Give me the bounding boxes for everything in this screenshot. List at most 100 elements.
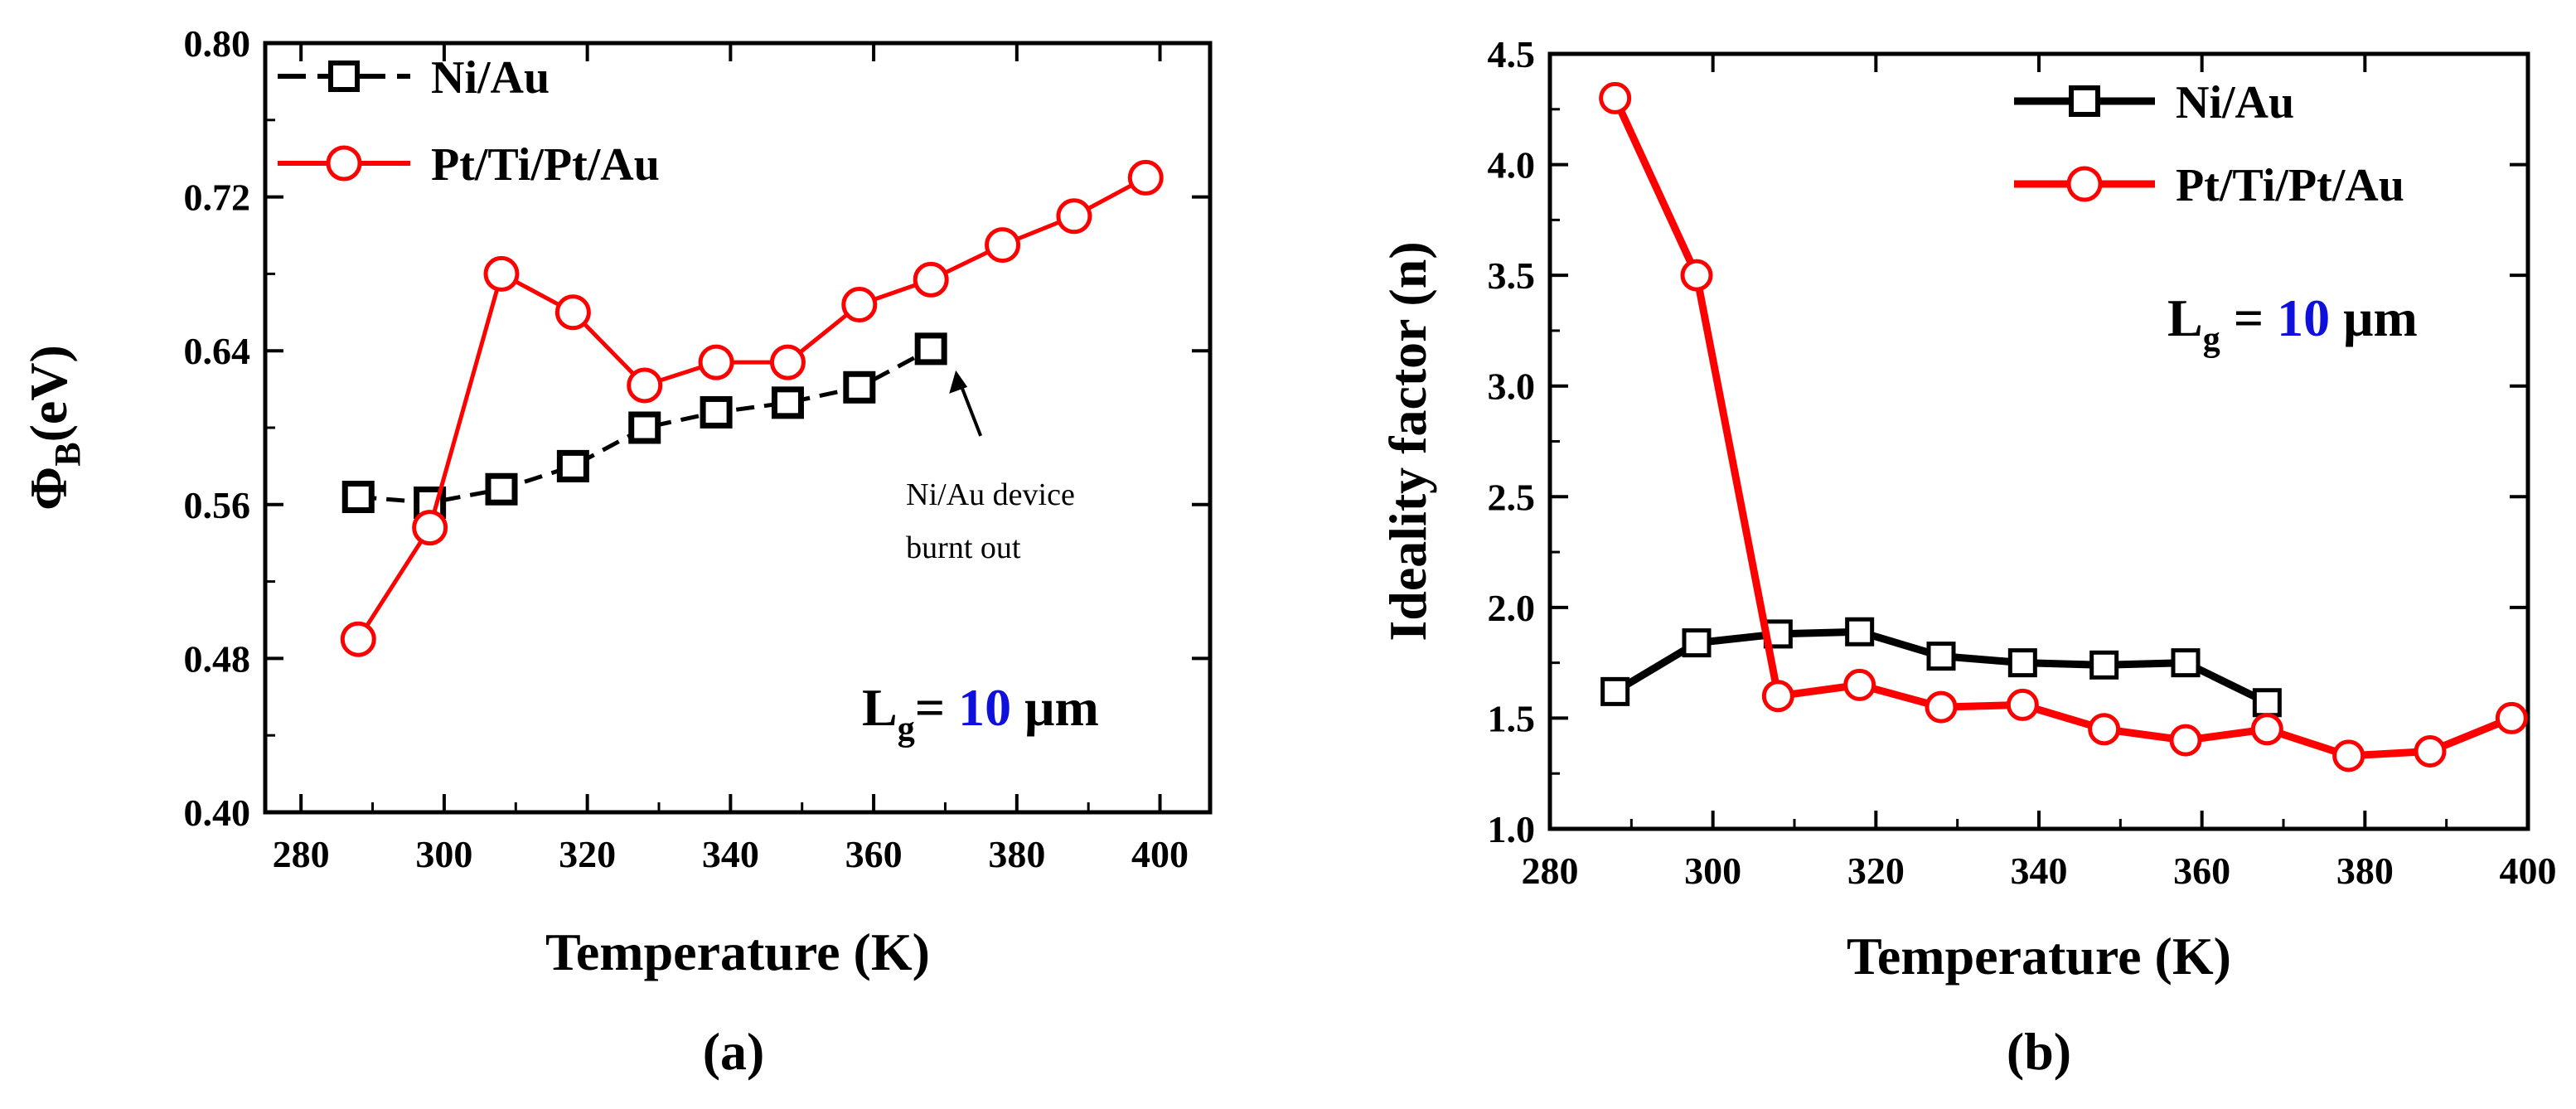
y-tick-label: 0.72 — [184, 177, 251, 219]
y-axis-title: Ideality factor (n) — [1378, 241, 1437, 641]
x-tick-label: 340 — [702, 833, 759, 875]
data-point-ni-au — [341, 481, 375, 514]
chart-a: 280 300 320 340 360 380 400 0.40 0.48 0.56 0.64 0.7… — [19, 22, 1213, 1081]
data-point-ni-au — [700, 395, 733, 429]
x-tick-label: 280 — [273, 833, 330, 875]
y-tick-label: 2.5 — [1488, 476, 1536, 518]
data-point-pt-ti-pt-au — [985, 227, 1021, 264]
data-point-pt-ti-pt-au — [698, 344, 734, 380]
legend-marker-square — [328, 61, 360, 92]
x-tick-label: 360 — [2173, 850, 2230, 892]
panel-label: (a) — [703, 1022, 765, 1081]
gate-label-subscript: g — [2203, 321, 2220, 359]
data-point-ni-au — [485, 472, 518, 506]
annotation-arrow-shaft — [957, 380, 983, 437]
data-point-ni-au — [771, 386, 804, 419]
data-point-ni-au — [1763, 619, 1793, 649]
y-tick-label: 0.64 — [184, 330, 251, 372]
y-tick-label: 1.5 — [1488, 697, 1536, 739]
legend-marker-square — [2069, 85, 2100, 117]
data-point-ni-au — [556, 449, 589, 482]
y-tick-label: 3.5 — [1488, 254, 1536, 297]
data-point-pt-ti-pt-au — [554, 294, 591, 331]
data-point-pt-ti-pt-au — [2250, 713, 2283, 746]
legend-marker-circle — [326, 145, 362, 182]
data-point-pt-ti-pt-au — [1599, 81, 1632, 114]
y-tick-label: 0.48 — [184, 637, 251, 680]
data-point-ni-au — [1926, 642, 1956, 671]
annotation-line-1: Ni/Au device — [906, 477, 1075, 512]
y-tick-label: 2.0 — [1488, 587, 1536, 629]
y-tick-label: 0.40 — [184, 792, 251, 834]
data-point-pt-ti-pt-au — [841, 287, 878, 323]
x-tick-label: 320 — [1847, 850, 1905, 892]
data-point-pt-ti-pt-au — [1056, 198, 1092, 235]
gate-label-unit: μm — [2330, 288, 2418, 347]
annotation-arrow-head — [949, 370, 968, 394]
data-point-ni-au — [1682, 628, 1712, 658]
x-tick-label: 400 — [2500, 850, 2557, 892]
data-point-pt-ti-pt-au — [2332, 739, 2365, 772]
data-point-pt-ti-pt-au — [483, 255, 520, 292]
data-point-ni-au — [1600, 676, 1630, 706]
data-point-pt-ti-pt-au — [1925, 690, 1958, 724]
gate-length-label: Lg = 10 μm — [2167, 288, 2418, 359]
gate-label-subscript: g — [898, 710, 915, 748]
y-tick-label: 0.80 — [184, 22, 251, 65]
data-point-ni-au — [2089, 650, 2119, 680]
data-point-pt-ti-pt-au — [769, 344, 806, 380]
y-tick-label: 1.0 — [1488, 808, 1536, 850]
y-tick-label: 4.5 — [1488, 33, 1536, 75]
legend-label: Ni/Au — [431, 52, 550, 104]
data-point-ni-au — [628, 411, 661, 444]
x-tick-label: 340 — [2011, 850, 2068, 892]
data-point-pt-ti-pt-au — [627, 367, 663, 404]
annotation-line-2: burnt out — [906, 530, 1021, 565]
data-point-pt-ti-pt-au — [1761, 680, 1794, 713]
y-tick-label: 4.0 — [1488, 144, 1536, 186]
data-point-ni-au — [1845, 617, 1875, 647]
y-tick-label: 3.0 — [1488, 366, 1536, 408]
x-tick-label: 360 — [845, 833, 903, 875]
data-point-ni-au — [843, 370, 876, 404]
y-tick-label: 0.56 — [184, 484, 251, 526]
data-point-pt-ti-pt-au — [2414, 735, 2447, 768]
panel-label: (b) — [2007, 1022, 2071, 1081]
data-point-pt-ti-pt-au — [2088, 713, 2121, 746]
x-axis-title: Temperature (K) — [1847, 927, 2231, 986]
legend-label: Pt/Ti/Pt/Au — [2176, 160, 2404, 211]
data-point-pt-ti-pt-au — [1680, 259, 1713, 292]
gate-label-value: 10 — [958, 678, 1011, 737]
gate-label-equals: = — [915, 678, 958, 737]
legend-label: Ni/Au — [2176, 77, 2294, 128]
legend-marker-circle — [2066, 166, 2103, 202]
y-axis-title-main: Ideality factor (n) — [1378, 241, 1437, 641]
data-point-pt-ti-pt-au — [412, 510, 448, 546]
x-tick-label: 320 — [559, 833, 616, 875]
data-point-pt-ti-pt-au — [1843, 668, 1876, 701]
y-axis-title-rest: (eV) — [19, 345, 78, 442]
data-point-ni-au — [2171, 648, 2201, 678]
data-point-pt-ti-pt-au — [2495, 701, 2528, 734]
data-point-ni-au — [2007, 648, 2037, 678]
gate-label-equals: = — [2220, 288, 2277, 347]
legend-label: Pt/Ti/Pt/Au — [431, 139, 660, 191]
data-point-pt-ti-pt-au — [340, 621, 376, 657]
data-point-pt-ti-pt-au — [913, 261, 949, 298]
x-tick-label: 380 — [988, 833, 1045, 875]
gate-label-prefix: L — [2167, 288, 2203, 347]
x-tick-label: 280 — [1522, 850, 1579, 892]
series-line-ni-au — [358, 346, 932, 505]
x-tick-label: 300 — [415, 833, 472, 875]
x-tick-label: 380 — [2336, 850, 2394, 892]
data-point-ni-au — [2252, 688, 2282, 718]
x-tick-label: 300 — [1684, 850, 1741, 892]
chart-b: 280 300 320 340 360 380 400 1.0 1.5 2.0 2.5 3.0 3.5 4… — [1378, 33, 2557, 1081]
x-tick-label: 400 — [1131, 833, 1189, 875]
data-point-pt-ti-pt-au — [2169, 724, 2202, 757]
data-point-ni-au — [914, 332, 947, 366]
y-axis-title: ΦB(eV) — [19, 345, 88, 511]
x-axis-title: Temperature (K) — [545, 923, 930, 981]
gate-label-unit: μm — [1011, 678, 1099, 737]
